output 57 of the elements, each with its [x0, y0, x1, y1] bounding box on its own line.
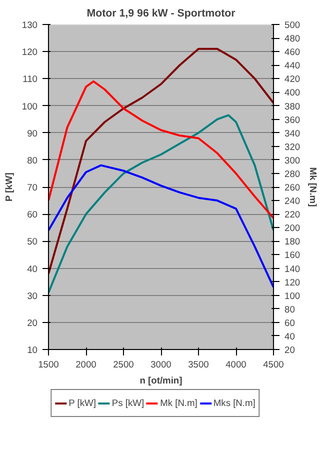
y2-tick-label: 240 [284, 196, 300, 206]
y2-tick-label: 160 [284, 250, 300, 260]
y-tick-label: 10 [27, 345, 38, 355]
legend-label: P [kW] [68, 398, 96, 408]
y-tick-label: 70 [27, 182, 38, 192]
y-axis-title: P [kW] [4, 172, 14, 202]
y2-tick-label: 60 [284, 318, 295, 328]
y2-tick-label: 80 [284, 304, 295, 314]
y2-tick-label: 360 [284, 114, 300, 125]
y2-tick-label: 220 [284, 210, 300, 220]
x-tick-label: 3000 [150, 360, 172, 370]
y2-tick-label: 460 [284, 47, 300, 58]
y2-tick-label: 400 [284, 88, 300, 98]
y2-tick-label: 420 [284, 74, 300, 84]
legend-label: Mk [N.m] [160, 398, 198, 408]
line-series [48, 164, 274, 288]
y2-tick-label: 260 [284, 182, 300, 192]
y2-tick-label: 100 [284, 290, 300, 301]
y-tick-label: 50 [27, 236, 38, 247]
y2-tick-label: 320 [284, 142, 300, 152]
x-axis-title: n [ot/min] [140, 376, 182, 386]
x-tick-label: 4000 [226, 360, 246, 370]
y2-axis-title: Mk [N.m] [308, 167, 318, 207]
y-tick-label: 30 [27, 290, 38, 301]
y2-tick-label: 280 [284, 168, 300, 179]
y2-tick-label: 40 [284, 331, 295, 342]
legend-label: Mks [N.m] [213, 398, 256, 408]
x-tick-label: 3500 [188, 360, 209, 370]
y-tick-label: 40 [27, 264, 38, 274]
y-tick-label: 20 [27, 318, 38, 328]
y2-tick-label: 20 [284, 345, 295, 355]
y-tick-label: 90 [27, 128, 38, 138]
y-tick-label: 130 [22, 20, 38, 30]
y2-tick-label: 380 [284, 101, 300, 112]
y2-tick-label: 340 [284, 128, 300, 138]
line-series [48, 114, 274, 294]
y-tick-label: 60 [27, 210, 38, 220]
y2-tick-label: 480 [284, 34, 300, 44]
y2-tick-label: 180 [284, 236, 300, 247]
line-series [48, 80, 274, 220]
y-tick-label: 100 [22, 101, 38, 112]
chart-title: Motor 1,9 96 kW - Sportmotor [86, 8, 236, 20]
line-series [48, 48, 274, 275]
y2-tick-label: 120 [284, 277, 300, 288]
x-tick-label: 2500 [113, 360, 134, 370]
x-tick-label: 4500 [263, 360, 284, 370]
y2-tick-label: 440 [284, 60, 300, 71]
y2-tick-label: 200 [284, 223, 300, 234]
x-tick-label: 1500 [38, 360, 59, 370]
y-tick-label: 110 [22, 74, 38, 84]
y2-tick-label: 140 [284, 264, 300, 274]
y-tick-label: 120 [22, 47, 38, 58]
y2-tick-label: 300 [284, 155, 300, 166]
y-tick-label: 80 [27, 155, 38, 166]
legend-label: Ps [kW] [112, 398, 144, 408]
x-tick-label: 2000 [76, 360, 96, 370]
y2-tick-label: 500 [284, 20, 300, 30]
